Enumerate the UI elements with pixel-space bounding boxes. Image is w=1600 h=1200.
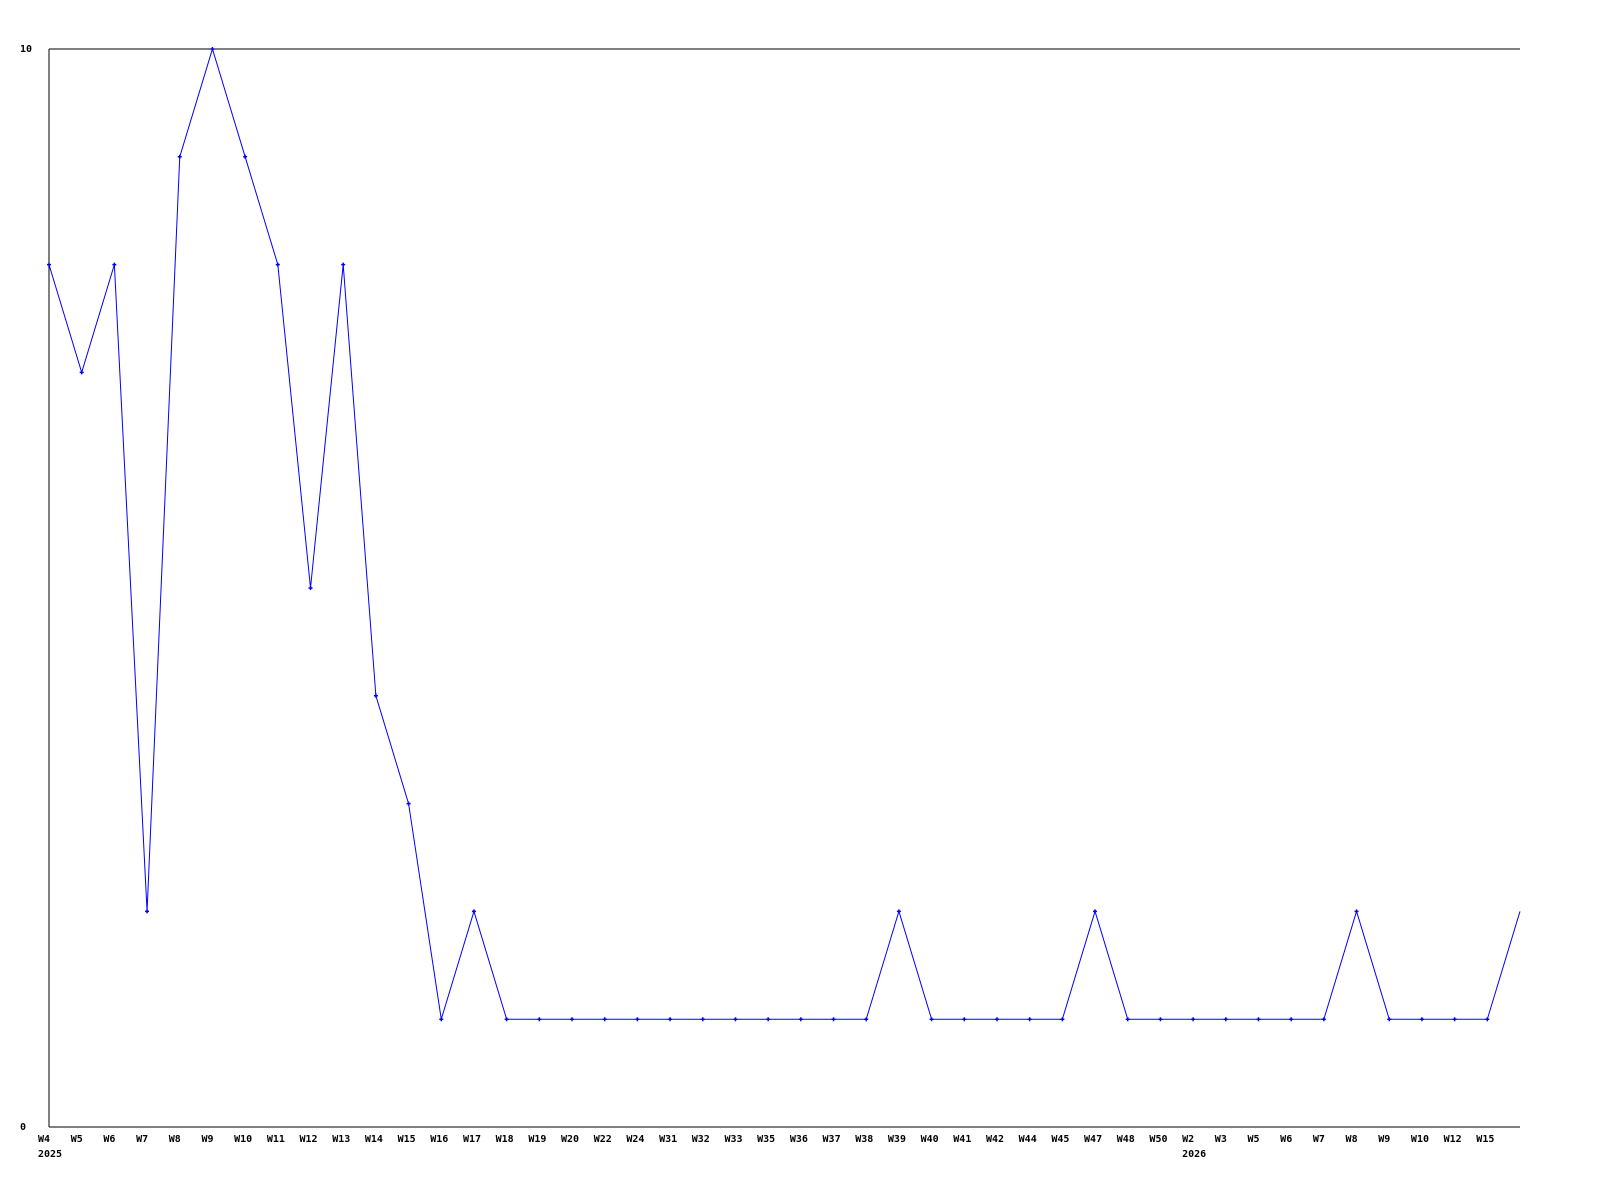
data-point: [1387, 1017, 1392, 1022]
x-tick-label: W19: [528, 1134, 546, 1145]
data-point: [1191, 1017, 1196, 1022]
x-tick-label: W5: [71, 1134, 83, 1145]
x-tick-label: W24: [626, 1134, 644, 1145]
data-point: [308, 586, 313, 590]
data-point: [1158, 1017, 1163, 1022]
x-tick-label: W8: [169, 1134, 181, 1145]
data-point: [439, 1017, 444, 1022]
x-tick-label: W38: [855, 1134, 873, 1145]
data-point: [733, 1017, 738, 1022]
data-point: [1125, 1017, 1130, 1022]
x-tick-label: W10: [1411, 1134, 1429, 1145]
data-point: [994, 1017, 999, 1022]
x-tick-label: W2: [1182, 1134, 1194, 1145]
x-tick-label: W16: [430, 1134, 448, 1145]
x-tick-label: W44: [1019, 1134, 1037, 1145]
data-point: [275, 262, 280, 267]
data-point: [602, 1017, 607, 1022]
data-point: [766, 1017, 771, 1022]
x-tick-label: W5: [1247, 1134, 1259, 1145]
x-tick-label: W12: [300, 1134, 318, 1145]
x-tick-label: W3: [1215, 1134, 1227, 1145]
data-point: [831, 1017, 836, 1022]
x-tick-label: W17: [463, 1134, 481, 1145]
data-point: [1321, 1017, 1326, 1022]
x-tick-label: W48: [1117, 1134, 1135, 1145]
x-tick-label: W36: [790, 1134, 808, 1145]
data-point: [537, 1017, 542, 1022]
x-tick-label: W14: [365, 1134, 383, 1145]
x-tick-label: W37: [823, 1134, 841, 1145]
y-tick-label-max: 10: [20, 44, 32, 55]
data-point: [373, 693, 378, 698]
x-tick-label: W41: [953, 1134, 971, 1145]
data-point: [1419, 1017, 1424, 1022]
data-point: [504, 1017, 509, 1022]
data-point: [112, 262, 117, 267]
x-tick-label: W7: [136, 1134, 148, 1145]
x-tick-label: W8: [1346, 1134, 1358, 1145]
data-point: [1256, 1017, 1261, 1022]
x-tick-label: W42: [986, 1134, 1004, 1145]
data-point: [1060, 1017, 1065, 1022]
data-point: [1093, 909, 1098, 914]
x-tick-label: W32: [692, 1134, 710, 1145]
data-point: [177, 154, 182, 159]
data-point: [929, 1017, 934, 1022]
x-tick-label: W20: [561, 1134, 579, 1145]
data-point: [1289, 1017, 1294, 1022]
data-point: [406, 801, 411, 806]
data-point: [145, 909, 150, 914]
data-point: [243, 154, 248, 159]
x-tick-label: W10: [234, 1134, 252, 1145]
x-tick-label: W33: [724, 1134, 742, 1145]
x-tick-label: W40: [921, 1134, 939, 1145]
data-point: [864, 1017, 869, 1022]
data-point: [1027, 1017, 1032, 1022]
data-point: [700, 1017, 705, 1022]
x-tick-label: W22: [594, 1134, 612, 1145]
x-tick-label: W47: [1084, 1134, 1102, 1145]
year-label: 2025: [38, 1149, 62, 1160]
x-tick-label: W45: [1051, 1134, 1069, 1145]
x-tick-label: W11: [267, 1134, 285, 1145]
data-point: [668, 1017, 673, 1022]
data-point: [1485, 1017, 1490, 1022]
data-point: [47, 262, 51, 267]
x-tick-label: W39: [888, 1134, 906, 1145]
data-point: [1452, 1017, 1457, 1022]
x-tick-label: W35: [757, 1134, 775, 1145]
x-tick-label: W15: [398, 1134, 416, 1145]
data-point: [570, 1017, 575, 1022]
data-point: [471, 909, 476, 914]
data-point: [798, 1017, 803, 1022]
series-line: [48, 47, 1521, 1020]
x-tick-label: W31: [659, 1134, 677, 1145]
x-tick-label: W4: [38, 1134, 50, 1145]
x-tick-label: W9: [1378, 1134, 1390, 1145]
x-tick-label: W12: [1444, 1134, 1462, 1145]
data-point: [1354, 909, 1359, 914]
x-tick-label: W6: [103, 1134, 115, 1145]
data-point: [210, 47, 215, 51]
data-point: [635, 1017, 640, 1022]
y-tick-label-min: 0: [20, 1122, 26, 1133]
data-point: [1223, 1017, 1228, 1022]
year-label: 2026: [1182, 1149, 1206, 1160]
data-point: [962, 1017, 967, 1022]
data-point: [341, 262, 346, 267]
x-tick-label: W18: [496, 1134, 514, 1145]
x-tick-label: W50: [1149, 1134, 1167, 1145]
x-tick-label: W9: [201, 1134, 213, 1145]
x-tick-label: W13: [332, 1134, 350, 1145]
x-tick-label: W15: [1476, 1134, 1494, 1145]
data-point: [896, 909, 901, 914]
data-point: [79, 370, 84, 375]
x-tick-label: W6: [1280, 1134, 1292, 1145]
x-tick-label: W7: [1313, 1134, 1325, 1145]
